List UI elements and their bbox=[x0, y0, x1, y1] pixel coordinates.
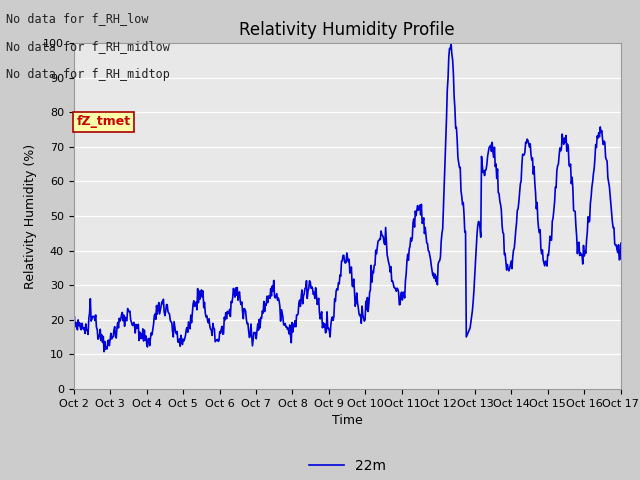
Legend: 22m: 22m bbox=[303, 454, 391, 479]
22m bbox=[79, 326, 87, 332]
22m bbox=[431, 276, 438, 281]
X-axis label: Time: Time bbox=[332, 414, 363, 427]
22m bbox=[137, 336, 145, 341]
Title: Relativity Humidity Profile: Relativity Humidity Profile bbox=[239, 21, 455, 39]
22m bbox=[70, 323, 77, 329]
22m bbox=[415, 207, 422, 213]
22m bbox=[192, 299, 200, 305]
Text: No data for f_RH_midlow: No data for f_RH_midlow bbox=[6, 40, 170, 53]
22m bbox=[447, 40, 455, 46]
22m bbox=[221, 317, 229, 323]
Y-axis label: Relativity Humidity (%): Relativity Humidity (%) bbox=[24, 144, 37, 288]
22m bbox=[617, 240, 625, 246]
Text: fZ_tmet: fZ_tmet bbox=[76, 115, 131, 129]
Text: No data for f_RH_midtop: No data for f_RH_midtop bbox=[6, 68, 170, 81]
Text: No data for f_RH_low: No data for f_RH_low bbox=[6, 12, 149, 25]
Line: 22m: 22m bbox=[74, 43, 621, 352]
22m bbox=[100, 349, 108, 355]
